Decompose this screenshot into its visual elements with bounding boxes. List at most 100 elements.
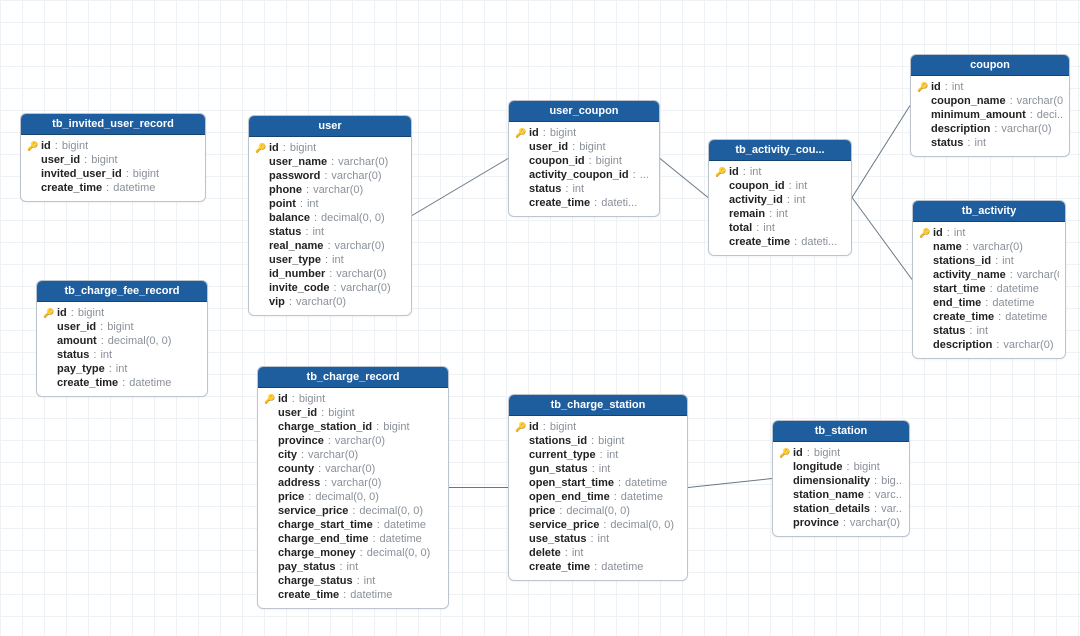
- column-name: end_time: [933, 296, 981, 310]
- column-name: open_end_time: [529, 490, 610, 504]
- column-type: int: [750, 165, 762, 179]
- column-name: county: [278, 462, 314, 476]
- column-name: current_type: [529, 448, 596, 462]
- column-name: user_name: [269, 155, 327, 169]
- table-tb_charge_record[interactable]: tb_charge_record🔑id:bigintuser_id:bigint…: [257, 366, 449, 609]
- column-row: pay_status:int: [264, 560, 442, 574]
- table-tb_charge_fee_record[interactable]: tb_charge_fee_record🔑id:bigintuser_id:bi…: [36, 280, 208, 397]
- column-name: service_price: [529, 518, 599, 532]
- table-tb_activity_cou[interactable]: tb_activity_cou...🔑id:intcoupon_id:intac…: [708, 139, 852, 256]
- column-name: charge_status: [278, 574, 353, 588]
- column-name: province: [278, 434, 324, 448]
- column-name: invite_code: [269, 281, 330, 295]
- column-name: create_time: [529, 196, 590, 210]
- column-name: minimum_amount: [931, 108, 1026, 122]
- column-row: activity_name:varchar(0): [919, 268, 1059, 282]
- column-type: bigint: [854, 460, 880, 474]
- column-name: stations_id: [933, 254, 991, 268]
- table-body: 🔑id:bigintuser_name:varchar(0)password:v…: [249, 137, 411, 315]
- column-type: datetime: [997, 282, 1039, 296]
- column-row: 🔑id:bigint: [255, 141, 405, 155]
- pk-icon: 🔑: [515, 126, 525, 140]
- column-row: create_time:dateti...: [515, 196, 653, 210]
- table-user[interactable]: user🔑id:bigintuser_name:varchar(0)passwo…: [248, 115, 412, 316]
- column-row: user_type:int: [255, 253, 405, 267]
- column-name: charge_start_time: [278, 518, 373, 532]
- column-type: datetime: [380, 532, 422, 546]
- column-row: address:varchar(0): [264, 476, 442, 490]
- column-name: charge_end_time: [278, 532, 368, 546]
- table-tb_activity[interactable]: tb_activity🔑id:intname:varchar(0)station…: [912, 200, 1066, 359]
- column-type: varchar(0): [296, 295, 346, 309]
- column-type: varchar(0): [308, 448, 358, 462]
- column-type: int: [796, 179, 808, 193]
- column-row: charge_station_id:bigint: [264, 420, 442, 434]
- column-name: total: [729, 221, 752, 235]
- column-type: bigint: [78, 306, 104, 320]
- column-type: varchar(0): [338, 155, 388, 169]
- column-type: datetime: [129, 376, 171, 390]
- column-row: charge_money:decimal(0, 0): [264, 546, 442, 560]
- table-user_coupon[interactable]: user_coupon🔑id:bigintuser_id:bigintcoupo…: [508, 100, 660, 217]
- column-row: status:int: [515, 182, 653, 196]
- column-type: int: [347, 560, 359, 574]
- column-name: remain: [729, 207, 765, 221]
- column-type: var...: [881, 502, 903, 516]
- column-row: gun_status:int: [515, 462, 681, 476]
- column-row: coupon_name:varchar(0): [917, 94, 1063, 108]
- table-tb_invited_user_record[interactable]: tb_invited_user_record🔑id:bigintuser_id:…: [20, 113, 206, 202]
- column-type: varc...: [875, 488, 903, 502]
- column-row: station_name:varc...: [779, 488, 903, 502]
- column-row: stations_id:int: [919, 254, 1059, 268]
- column-row: 🔑id:bigint: [27, 139, 199, 153]
- column-type: bigint: [290, 141, 316, 155]
- column-name: user_id: [529, 140, 568, 154]
- column-type: int: [954, 226, 966, 240]
- column-row: end_time:datetime: [919, 296, 1059, 310]
- column-name: status: [269, 225, 301, 239]
- column-name: status: [57, 348, 89, 362]
- column-name: user_id: [57, 320, 96, 334]
- column-name: coupon_name: [931, 94, 1006, 108]
- column-type: ...: [640, 168, 649, 182]
- column-row: create_time:datetime: [515, 560, 681, 574]
- column-name: activity_id: [729, 193, 783, 207]
- column-type: int: [598, 532, 610, 546]
- table-coupon[interactable]: coupon🔑id:intcoupon_name:varchar(0)minim…: [910, 54, 1070, 157]
- table-tb_station[interactable]: tb_station🔑id:bigintlongitude:bigintdime…: [772, 420, 910, 537]
- column-type: big...: [881, 474, 903, 488]
- column-type: varchar(0): [331, 169, 381, 183]
- column-row: name:varchar(0): [919, 240, 1059, 254]
- column-row: phone:varchar(0): [255, 183, 405, 197]
- column-row: charge_end_time:datetime: [264, 532, 442, 546]
- column-row: 🔑id:int: [715, 165, 845, 179]
- column-row: stations_id:bigint: [515, 434, 681, 448]
- column-row: dimensionality:big...: [779, 474, 903, 488]
- table-tb_charge_station[interactable]: tb_charge_station🔑id:bigintstations_id:b…: [508, 394, 688, 581]
- column-name: create_time: [933, 310, 994, 324]
- column-name: id: [278, 392, 288, 406]
- column-name: description: [933, 338, 992, 352]
- column-name: station_name: [793, 488, 864, 502]
- column-name: create_time: [529, 560, 590, 574]
- column-type: decimal(0, 0): [367, 546, 431, 560]
- column-type: varchar(0): [331, 476, 381, 490]
- column-type: varchar(0): [313, 183, 363, 197]
- column-type: datetime: [384, 518, 426, 532]
- column-row: 🔑id:bigint: [515, 126, 653, 140]
- column-type: varchar(0): [1017, 268, 1059, 282]
- column-row: 🔑id:bigint: [264, 392, 442, 406]
- column-name: real_name: [269, 239, 323, 253]
- column-name: activity_name: [933, 268, 1006, 282]
- column-type: bigint: [62, 139, 88, 153]
- column-row: user_id:bigint: [264, 406, 442, 420]
- table-header: user: [249, 116, 411, 137]
- column-name: service_price: [278, 504, 348, 518]
- column-row: create_time:datetime: [919, 310, 1059, 324]
- column-type: decimal(0, 0): [566, 504, 630, 518]
- column-name: create_time: [57, 376, 118, 390]
- column-name: pay_status: [278, 560, 335, 574]
- column-name: id: [793, 446, 803, 460]
- column-name: city: [278, 448, 297, 462]
- table-body: 🔑id:intcoupon_name:varchar(0)minimum_amo…: [911, 76, 1069, 156]
